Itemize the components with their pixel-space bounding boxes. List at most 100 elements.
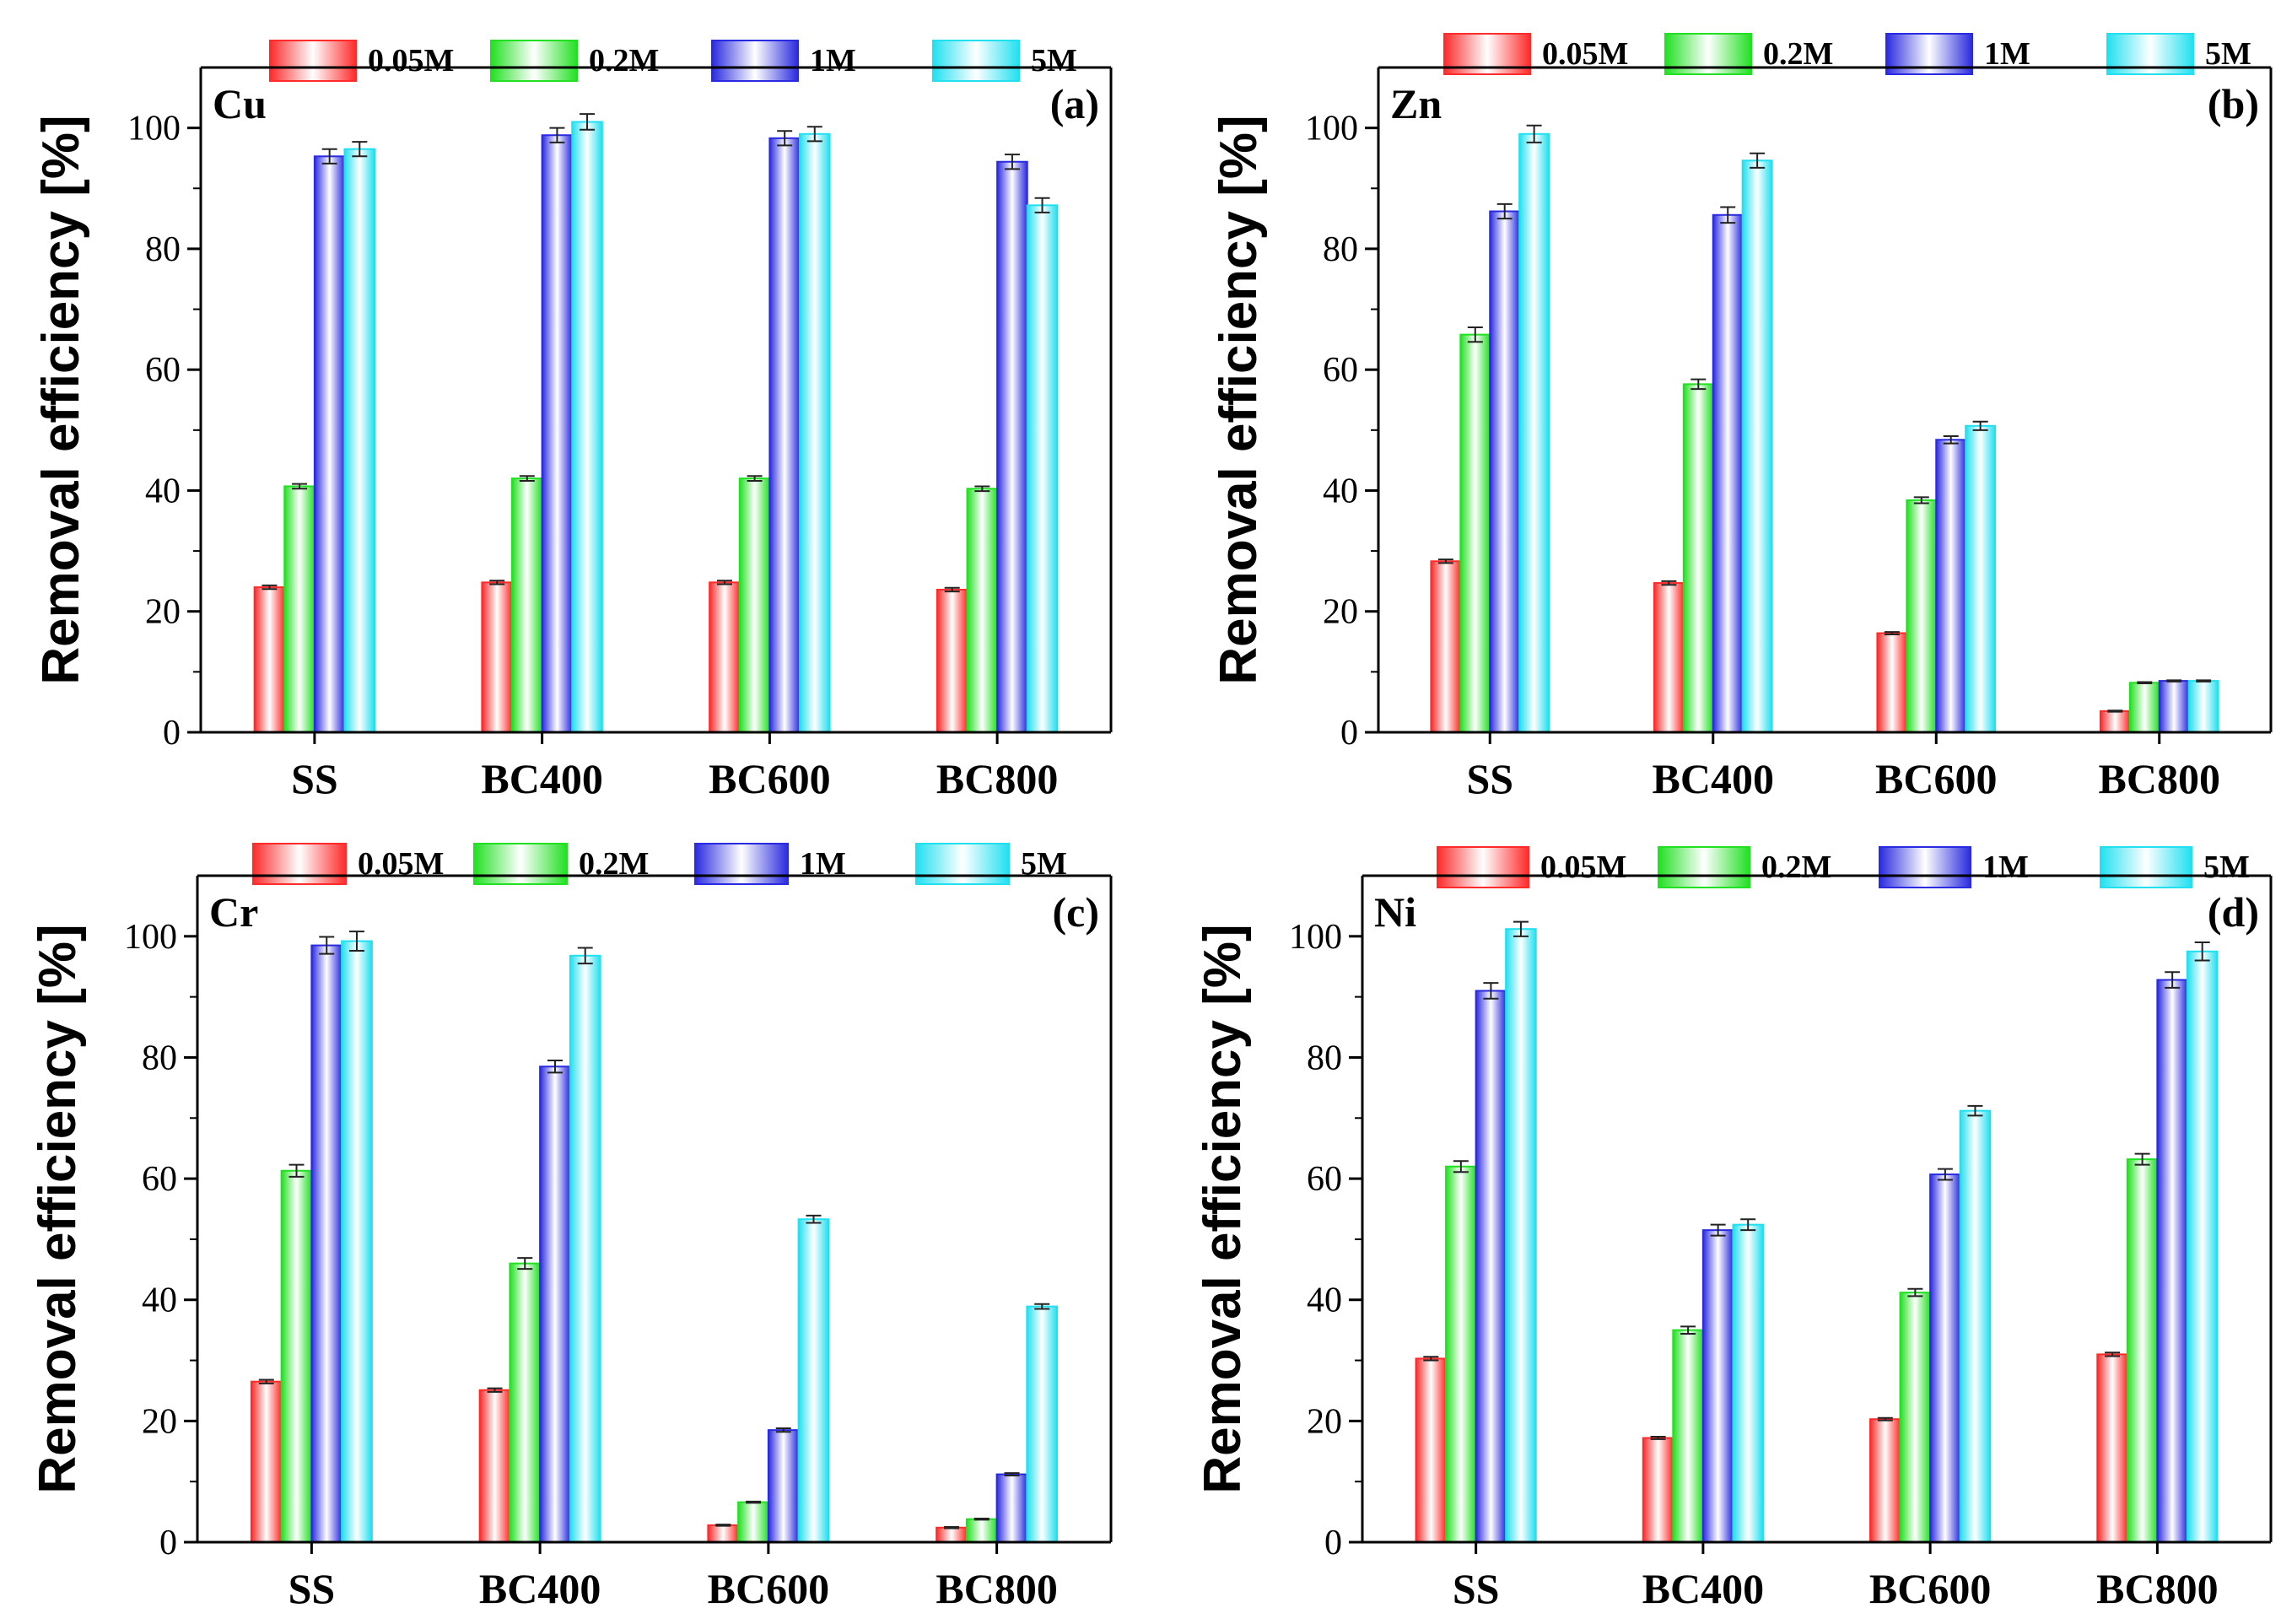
x-tick-label: BC600 — [709, 755, 830, 802]
legend-label: 5M — [1031, 43, 1077, 78]
legend-label: 1M — [1984, 36, 2030, 72]
metal-label: Ni — [1374, 888, 1416, 936]
error-bar — [806, 1214, 822, 1224]
error-bar — [517, 1257, 533, 1271]
error-bar — [1526, 124, 1542, 143]
legend-swatch — [711, 40, 799, 82]
y-tick-label: 0 — [1340, 714, 1358, 753]
bar-bc600-5M — [797, 1218, 830, 1544]
error-bar — [1720, 206, 1736, 224]
error-bar — [292, 483, 308, 490]
panel-label: (b) — [2208, 80, 2259, 127]
bar-bc600-1M — [1935, 439, 1967, 734]
bar-bc800-0.05M — [936, 588, 968, 733]
bar-bc600-0.05M — [1869, 1418, 1901, 1544]
y-tick-label: 60 — [1307, 1160, 1342, 1199]
x-tick-label: SS — [1453, 1565, 1500, 1612]
panel-cr: 0.05M 0.2M 1M 5M 0 20 40 60 80 100 Removal efficie… — [29, 843, 1113, 1612]
x-tick-label: BC400 — [1642, 1565, 1764, 1612]
y-tick-label: 0 — [1324, 1524, 1342, 1562]
error-bar — [944, 586, 960, 593]
error-bar — [2196, 679, 2212, 683]
error-bar — [1467, 326, 1483, 343]
bar-bc600-0.2M — [1906, 499, 1938, 734]
bar-bc400-0.2M — [509, 1262, 542, 1543]
error-bar — [577, 947, 593, 965]
error-bar — [1877, 1416, 1893, 1422]
bar-bc400-1M — [1712, 213, 1744, 733]
error-bar — [549, 127, 565, 143]
bar-bc400-1M — [541, 134, 574, 733]
bar-bc600-5M — [1965, 424, 1997, 733]
x-tick-label: BC600 — [708, 1565, 829, 1612]
legend-swatch — [932, 40, 1020, 82]
error-bar — [2105, 1352, 2121, 1357]
legend-label: 1M — [1982, 850, 2029, 885]
error-bar — [1453, 1160, 1469, 1173]
error-bar — [716, 580, 732, 585]
error-bar — [1967, 1104, 1983, 1117]
bar-ss-1M — [1489, 210, 1521, 733]
error-bar — [806, 126, 822, 143]
y-tick-label: 100 — [124, 918, 177, 957]
error-bar — [1034, 197, 1050, 213]
error-bar — [1710, 1223, 1726, 1237]
error-bar — [288, 1163, 305, 1178]
panel-ni: 0.05M 0.2M 1M 5M 0 20 40 60 80 100 Removal efficie… — [1194, 846, 2273, 1612]
legend-swatch — [1879, 846, 1971, 888]
x-tick-label: BC400 — [479, 1565, 601, 1612]
error-bar — [974, 485, 990, 493]
bar-bc800-0.2M — [2128, 682, 2160, 733]
legend-swatch — [694, 843, 789, 885]
error-bar — [1650, 1436, 1666, 1440]
bar-bc800-1M — [2156, 979, 2188, 1543]
x-tick-label: SS — [1466, 755, 1513, 802]
error-bar — [1661, 580, 1677, 586]
bar-bc800-5M — [1026, 1305, 1059, 1544]
x-tick-label: SS — [288, 1565, 336, 1612]
error-bar — [580, 113, 596, 131]
bar-ss-0.2M — [280, 1169, 313, 1543]
error-bar — [2107, 709, 2123, 713]
legend-label: 0.2M — [1763, 36, 1833, 72]
error-bar — [487, 1387, 503, 1393]
legend-swatch — [473, 843, 568, 885]
x-tick-label: BC600 — [1875, 755, 1997, 802]
bar-ss-0.2M — [1445, 1165, 1477, 1544]
legend-label: 0.05M — [368, 43, 454, 78]
legend-swatch — [252, 843, 347, 885]
error-bar — [547, 1060, 563, 1074]
error-bar — [747, 475, 763, 482]
bar-bc600-5M — [798, 132, 831, 734]
error-bar — [1913, 496, 1929, 504]
bar-ss-5M — [1505, 928, 1537, 1543]
bar-ss-5M — [1518, 132, 1550, 734]
error-bar — [319, 936, 335, 955]
error-bar — [1691, 378, 1707, 391]
x-tick-label: BC800 — [936, 755, 1058, 802]
bar-bc400-5M — [571, 121, 603, 734]
y-tick-label: 40 — [145, 472, 181, 510]
bar-bc400-0.05M — [1653, 582, 1685, 733]
bar-bc800-0.2M — [2126, 1158, 2159, 1544]
metal-label: Zn — [1390, 80, 1442, 127]
panel-zn: 0.05M 0.2M 1M 5M 0 20 40 60 80 100 Removal efficie… — [1210, 33, 2273, 802]
y-tick-label: 60 — [145, 351, 181, 390]
y-axis-label: Removal efficiency [%] — [1210, 115, 1268, 684]
x-tick-label: BC800 — [2096, 1565, 2218, 1612]
error-bar — [2165, 971, 2181, 989]
y-tick-label: 60 — [1323, 351, 1358, 390]
error-bar — [1937, 1168, 1953, 1181]
bar-bc800-1M — [995, 1473, 1028, 1543]
bar-bc400-5M — [1741, 159, 1773, 733]
x-tick-label: BC400 — [481, 755, 602, 802]
y-tick-label: 20 — [145, 593, 181, 632]
legend-swatch — [490, 40, 578, 82]
bar-bc600-0.2M — [737, 1501, 769, 1543]
bar-bc800-0.2M — [965, 1518, 998, 1544]
error-bar — [1004, 1472, 1020, 1476]
bar-bc400-0.2M — [511, 477, 543, 733]
bar-bc400-5M — [1732, 1223, 1764, 1543]
y-axis-label: Removal efficiency [%] — [1194, 924, 1252, 1493]
